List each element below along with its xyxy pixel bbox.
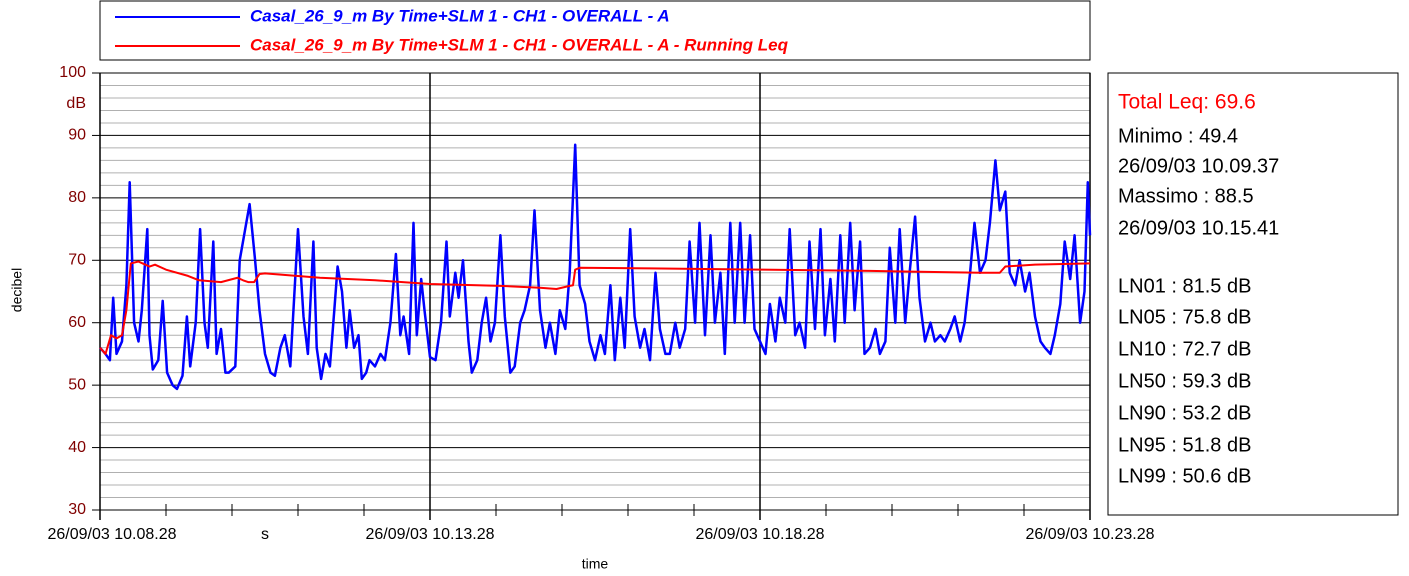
- legend-label: Casal_26_9_m By Time+SLM 1 - CH1 - OVERA…: [250, 35, 789, 54]
- y-tick-label: 50: [68, 376, 86, 393]
- y-tick-label: 70: [68, 252, 86, 269]
- y-axis-label: decibel: [9, 268, 25, 312]
- plot-frame: [99, 72, 1091, 511]
- stats-text: LN95 : 51.8 dB: [1118, 434, 1251, 456]
- x-tick-label: 26/09/03 10.08.28: [47, 526, 176, 543]
- x-axis-label: time: [582, 556, 609, 572]
- y-tick-label: 40: [68, 439, 86, 456]
- legend-box: [99, 0, 1091, 61]
- stats-text: 26/09/03 10.15.41: [1118, 217, 1279, 239]
- x-tick-label: 26/09/03 10.13.28: [365, 526, 494, 543]
- y-tick-label: 90: [68, 127, 86, 144]
- y-tick-label: 80: [68, 189, 86, 206]
- x-tick-label: 26/09/03 10.23.28: [1025, 526, 1154, 543]
- series-line: [99, 143, 1092, 391]
- stats-box: [1107, 72, 1399, 516]
- series-line: [99, 260, 1091, 355]
- stats-text: LN50 : 59.3 dB: [1118, 370, 1251, 392]
- stats-text: Minimo : 49.4: [1118, 125, 1238, 147]
- legend-label: Casal_26_9_m By Time+SLM 1 - CH1 - OVERA…: [250, 6, 670, 25]
- stats-text: LN01 : 81.5 dB: [1118, 275, 1251, 297]
- y-tick-label: 60: [68, 314, 86, 331]
- y-tick-label: 100: [59, 64, 86, 81]
- stats-text: LN10 : 72.7 dB: [1118, 338, 1251, 360]
- stats-text: 26/09/03 10.09.37: [1118, 155, 1279, 177]
- stats-text: Total Leq: 69.6: [1118, 91, 1256, 114]
- y-tick-label: 30: [68, 501, 86, 518]
- x-unit-label: s: [261, 526, 269, 543]
- stats-text: LN99 : 50.6 dB: [1118, 465, 1251, 487]
- stats-text: Massimo : 88.5: [1118, 185, 1254, 207]
- y-unit-label: dB: [66, 95, 86, 112]
- stats-text: LN90 : 53.2 dB: [1118, 402, 1251, 424]
- stats-text: LN05 : 75.8 dB: [1118, 306, 1251, 328]
- x-tick-label: 26/09/03 10.18.28: [695, 526, 824, 543]
